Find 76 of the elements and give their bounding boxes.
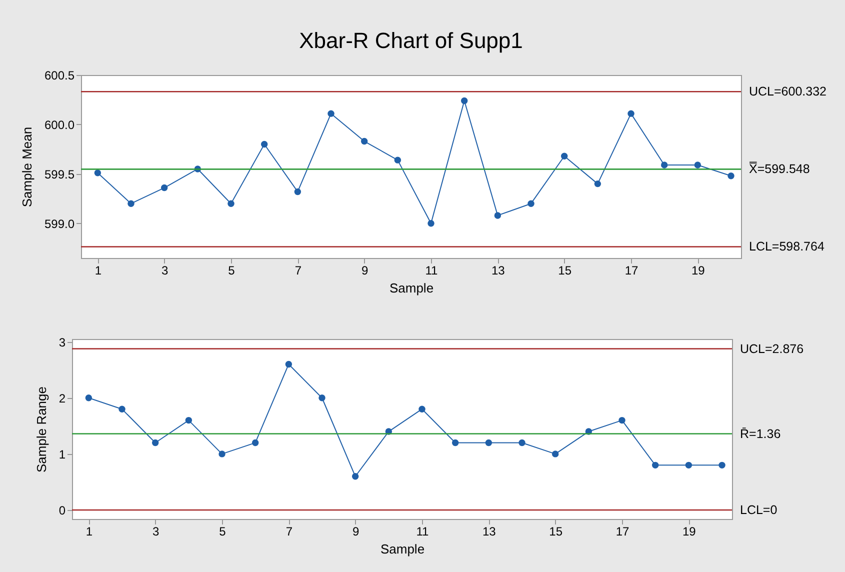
ref-line-label: LCL=0 <box>740 503 778 518</box>
y-tick-label: 599.0 <box>44 216 75 231</box>
point <box>452 439 459 446</box>
x-tick-label: 15 <box>558 264 572 278</box>
point <box>628 110 634 117</box>
x-tick-label: 15 <box>549 524 563 538</box>
point <box>552 450 559 458</box>
point <box>418 406 426 412</box>
point <box>728 172 734 180</box>
point <box>252 439 259 446</box>
y-tick-label: 599.5 <box>44 167 75 182</box>
x-tick-label: 17 <box>616 524 630 538</box>
x-tick-label: 7 <box>294 264 302 278</box>
x-tick-label: 9 <box>352 524 360 538</box>
y-tick-label: 1 <box>58 447 66 462</box>
y-tick-label: 600.0 <box>44 118 75 132</box>
ref-line-label: LCL=598.764 <box>749 240 824 254</box>
x-tick-label: 19 <box>691 264 706 278</box>
point <box>460 97 468 104</box>
point <box>618 416 626 424</box>
x-tick-label: 19 <box>682 524 696 538</box>
point <box>518 439 526 446</box>
x-axis-title: Sample <box>389 280 434 296</box>
ref-line-label: UCL=2.876 <box>740 342 804 356</box>
x-tick-label: 11 <box>416 524 430 538</box>
x-tick-label: 3 <box>161 264 168 278</box>
point <box>528 200 534 207</box>
point <box>285 360 292 368</box>
point <box>360 138 368 145</box>
point <box>660 162 668 168</box>
x-tick-label: 9 <box>361 264 368 278</box>
x-tick-label: 13 <box>491 264 506 278</box>
x-tick-label: 5 <box>219 524 226 538</box>
x-tick-label: 11 <box>425 264 438 278</box>
point <box>260 140 268 148</box>
x-tick-label: 3 <box>152 524 160 538</box>
point <box>152 439 159 446</box>
point <box>718 462 726 469</box>
x-tick-label: 7 <box>286 524 293 538</box>
point <box>328 110 334 117</box>
point <box>128 200 134 207</box>
y-tick-label: 3 <box>58 335 66 350</box>
y-axis-title: Sample Range <box>34 386 49 472</box>
x-tick-label: 5 <box>228 264 236 278</box>
point <box>294 188 302 196</box>
x-axis-title: Sample <box>380 542 425 556</box>
point <box>652 462 659 469</box>
point <box>94 170 102 176</box>
point <box>594 180 602 188</box>
point <box>318 394 326 402</box>
x-tick-label: 13 <box>482 524 496 538</box>
point <box>218 450 226 458</box>
ref-line-label: UCL=600.332 <box>749 84 827 99</box>
x-tick-label: 1 <box>94 264 102 278</box>
point <box>694 162 702 168</box>
point <box>685 462 692 469</box>
point <box>494 212 502 219</box>
chart-title: Xbar-R Chart of Supp1 <box>299 28 523 53</box>
point <box>185 416 192 424</box>
y-tick-label: 2 <box>58 391 66 406</box>
point <box>560 152 568 160</box>
point <box>485 439 492 446</box>
y-tick-label: 600.5 <box>44 68 75 82</box>
point <box>394 156 402 164</box>
point <box>228 200 234 207</box>
point <box>118 406 126 412</box>
point <box>352 473 359 480</box>
point <box>160 184 168 192</box>
y-axis-title: Sample Mean <box>19 126 34 208</box>
point <box>85 394 92 402</box>
x-tick-label: 17 <box>624 264 638 278</box>
x-tick-label: 1 <box>86 524 93 538</box>
ref-line-label: R̄=1.36 <box>740 426 781 441</box>
point <box>428 220 434 227</box>
ref-line-label: X̿=599.548 <box>749 161 810 176</box>
y-tick-label: 0 <box>58 504 66 518</box>
